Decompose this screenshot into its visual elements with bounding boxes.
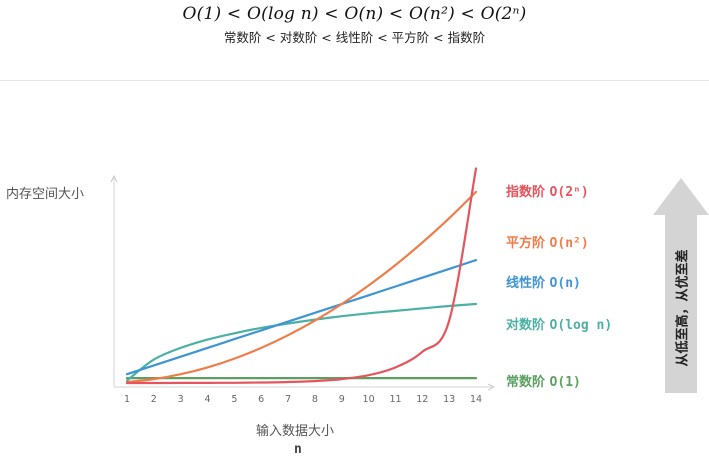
x-tick-labels: 1 2 3 4 5 6 7 8 9 10 11 12 13 14 <box>124 394 482 405</box>
x-tick-label: 6 <box>258 394 264 405</box>
legend-constant-o: O(1) <box>549 375 581 390</box>
x-tick-label: 14 <box>470 394 482 405</box>
legend-logarithmic: 对数阶 O(log n) <box>506 314 612 333</box>
complexity-formula-chinese: 常数阶 < 对数阶 < 线性阶 < 平方阶 < 指数阶 <box>223 30 486 45</box>
legend-quadratic: 平方阶 O(n²) <box>506 232 589 251</box>
legend-linear-o: O(n) <box>549 276 581 291</box>
x-tick-label: 2 <box>151 394 157 405</box>
x-tick-label: 4 <box>204 394 210 405</box>
legend-constant: 常数阶 O(1) <box>506 371 581 390</box>
legend-constant-cn: 常数阶 <box>506 375 546 390</box>
legend-quadratic-cn: 平方阶 <box>506 236 546 251</box>
legend-exponential-o: O(2ⁿ) <box>549 185 589 200</box>
x-tick-label: 9 <box>339 394 345 405</box>
series-quadratic <box>125 190 478 384</box>
legend-linear: 线性阶 O(n) <box>506 272 581 291</box>
complexity-formula: O(1) < O(log n) < O(n) < O(n²) < O(2ⁿ) <box>182 4 527 24</box>
y-axis-label: 内存空间大小 <box>6 187 85 202</box>
legend-logarithmic-o: O(log n) <box>549 318 613 333</box>
legend-exponential-cn: 指数阶 <box>506 185 546 200</box>
x-axis-label: 输入数据大小 <box>256 424 335 439</box>
x-tick-label: 8 <box>312 394 318 405</box>
legend-linear-cn: 线性阶 <box>506 276 546 291</box>
up-arrow-icon <box>653 178 709 393</box>
x-tick-label: 11 <box>389 394 401 405</box>
legend-exponential: 指数阶 O(2ⁿ) <box>506 181 589 200</box>
x-tick-label: 3 <box>178 394 184 405</box>
x-tick-label: 7 <box>285 394 291 405</box>
x-tick-label: 5 <box>231 394 237 405</box>
series-layer <box>125 167 478 385</box>
arrow-label: 从低至高，从优至差 <box>675 249 691 367</box>
x-axis-variable-label: n <box>294 442 302 457</box>
series-logarithmic <box>125 302 478 382</box>
divider <box>0 80 709 81</box>
series-linear <box>125 259 478 376</box>
x-tick-label: 1 <box>124 394 130 405</box>
x-tick-label: 10 <box>363 394 375 405</box>
x-tick-label: 13 <box>443 394 455 405</box>
legend-logarithmic-cn: 对数阶 <box>506 318 546 333</box>
x-tick-label: 12 <box>416 394 428 405</box>
legend-quadratic-o: O(n²) <box>549 236 589 251</box>
series-exponential <box>125 167 478 385</box>
